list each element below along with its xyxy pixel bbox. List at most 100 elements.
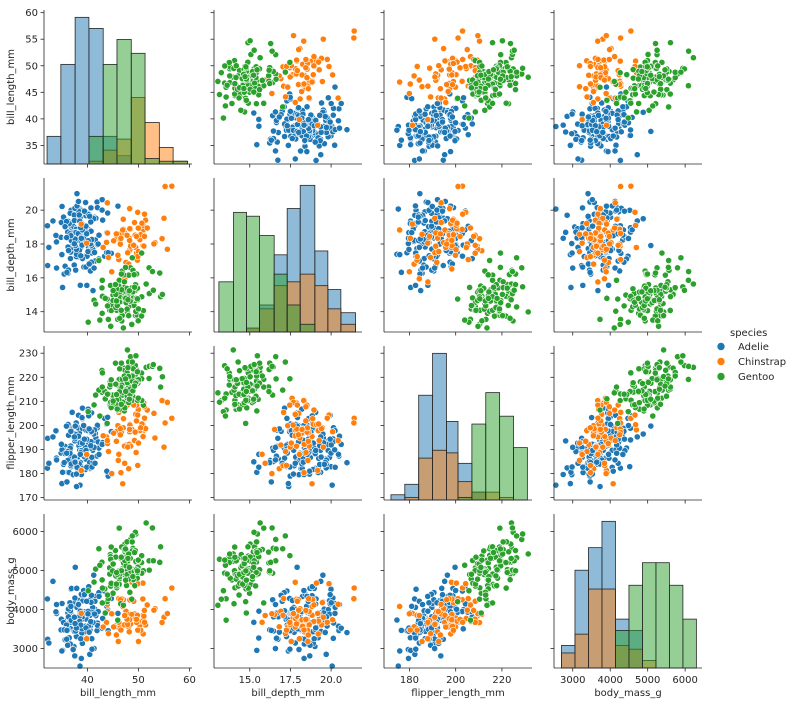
y-tick-label: 60 [25, 8, 38, 19]
point-gentoo [253, 66, 261, 74]
point-adelie [412, 202, 419, 210]
point-adelie [327, 100, 335, 107]
point-adelie [67, 427, 75, 435]
point-gentoo [122, 387, 130, 395]
point-adelie [412, 634, 419, 642]
point-chinstrap [123, 231, 131, 239]
point-adelie [71, 458, 79, 466]
point-adelie [647, 242, 655, 249]
point-adelie [337, 624, 345, 632]
point-gentoo [610, 78, 618, 85]
point-adelie [49, 217, 57, 225]
hist-bar-chinstrap-body-mass-g [574, 633, 589, 669]
point-adelie [91, 459, 99, 467]
point-gentoo [658, 249, 666, 257]
hist-bar-gentoo-bill-length-mm [130, 52, 146, 165]
point-gentoo [647, 71, 655, 79]
point-gentoo [92, 391, 100, 399]
point-gentoo [477, 71, 485, 79]
point-adelie [312, 447, 320, 454]
point-adelie [53, 456, 60, 464]
point-adelie [416, 139, 424, 147]
point-gentoo [114, 616, 122, 624]
point-chinstrap [121, 459, 129, 467]
point-gentoo [244, 543, 252, 551]
point-chinstrap [134, 626, 142, 634]
point-chinstrap [314, 467, 322, 474]
point-gentoo [509, 268, 516, 275]
point-chinstrap [424, 82, 432, 90]
hist-bar-adelie-bill-length-mm [46, 135, 62, 165]
point-gentoo [253, 538, 261, 546]
point-chinstrap [302, 607, 310, 614]
point-gentoo [654, 394, 662, 402]
point-chinstrap [594, 210, 602, 218]
point-chinstrap [426, 232, 434, 240]
y-tick-label: 230 [19, 349, 38, 360]
point-chinstrap [576, 439, 583, 447]
point-chinstrap [442, 99, 450, 106]
point-adelie [397, 136, 405, 144]
point-gentoo [98, 576, 106, 584]
point-chinstrap [350, 595, 358, 603]
point-chinstrap [471, 249, 479, 257]
point-chinstrap [582, 85, 590, 93]
point-chinstrap [268, 470, 276, 478]
point-adelie [584, 212, 592, 220]
point-gentoo [95, 257, 103, 264]
point-chinstrap [318, 78, 326, 85]
point-gentoo [117, 306, 125, 314]
point-chinstrap [413, 253, 421, 260]
point-gentoo [267, 558, 275, 566]
point-chinstrap [108, 470, 116, 478]
point-chinstrap [596, 205, 604, 212]
point-gentoo [510, 46, 518, 54]
point-gentoo [613, 99, 620, 107]
point-adelie [64, 641, 72, 649]
point-adelie [300, 121, 308, 129]
point-chinstrap [431, 214, 439, 222]
point-chinstrap [470, 232, 478, 240]
point-gentoo [279, 545, 287, 553]
point-adelie [80, 207, 88, 215]
point-chinstrap [424, 278, 432, 286]
point-adelie [343, 629, 351, 636]
point-chinstrap [135, 439, 142, 447]
point-gentoo [235, 591, 243, 599]
point-gentoo [222, 616, 230, 624]
x-axis-label-bill-depth-mm: bill_depth_mm [251, 688, 324, 699]
point-adelie [562, 228, 570, 236]
point-gentoo [662, 366, 670, 374]
point-gentoo [610, 324, 618, 332]
point-chinstrap [609, 480, 617, 488]
point-chinstrap [435, 638, 443, 645]
point-chinstrap [105, 448, 112, 455]
point-adelie [255, 463, 263, 471]
point-adelie [306, 652, 314, 660]
point-chinstrap [590, 260, 597, 268]
point-gentoo [216, 91, 223, 98]
point-chinstrap [119, 480, 127, 488]
point-gentoo [496, 75, 504, 83]
point-chinstrap [304, 456, 312, 464]
panel-bill-depth-mm-vs-body-mass-g [550, 178, 702, 336]
point-adelie [45, 639, 53, 647]
point-gentoo [226, 373, 234, 380]
point-adelie [424, 199, 432, 206]
point-gentoo [131, 382, 138, 390]
point-gentoo [116, 314, 124, 322]
point-adelie [593, 458, 601, 466]
point-adelie [617, 128, 625, 136]
panel-body-mass-g-vs-body-mass-g [550, 514, 702, 672]
point-adelie [434, 100, 441, 107]
point-adelie [331, 83, 339, 91]
point-adelie [98, 196, 106, 204]
point-adelie [628, 226, 636, 234]
point-adelie [67, 255, 74, 262]
point-gentoo [496, 557, 503, 565]
point-chinstrap [116, 425, 124, 433]
point-chinstrap [444, 88, 452, 95]
point-adelie [73, 584, 81, 592]
point-gentoo [499, 37, 506, 45]
point-chinstrap [464, 256, 472, 263]
